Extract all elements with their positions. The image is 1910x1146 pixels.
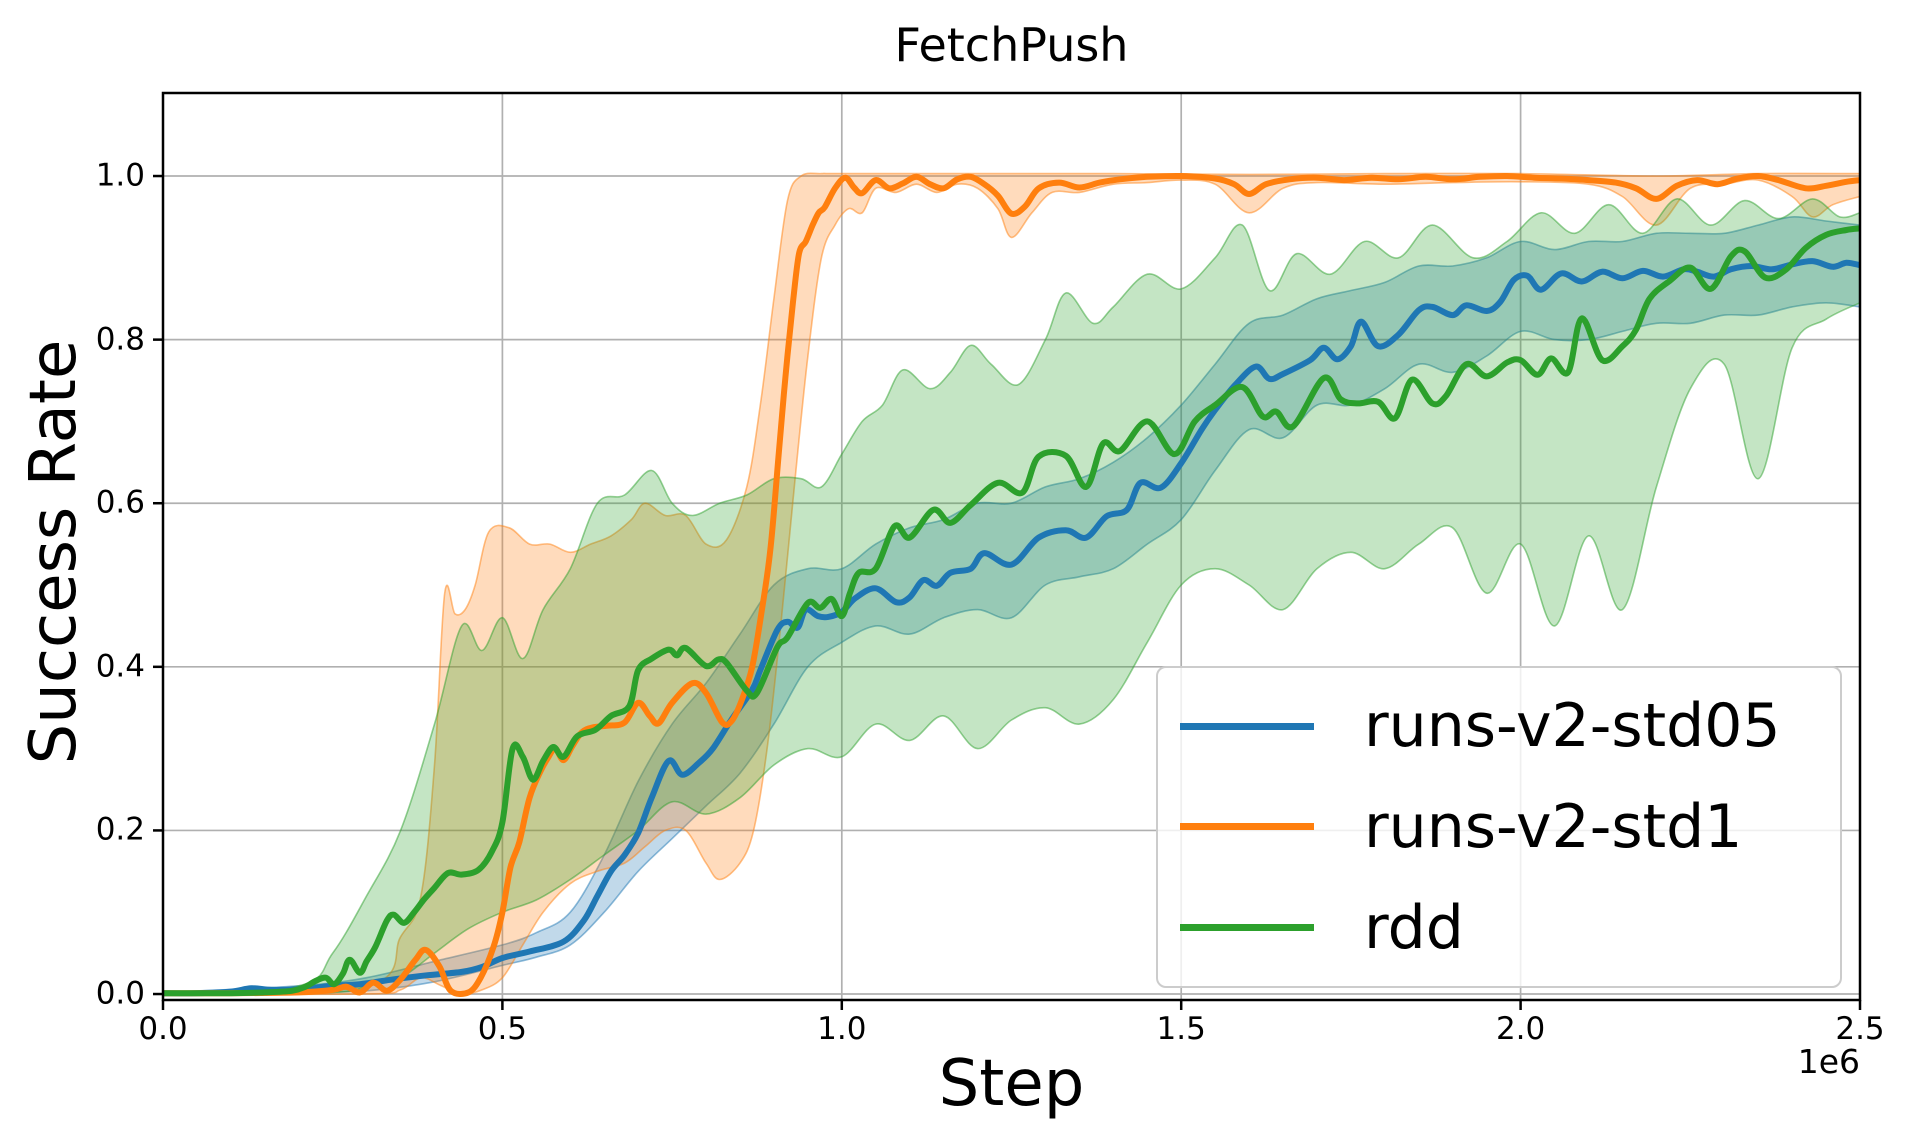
legend: runs-v2-std05 runs-v2-std1 rdd (1156, 666, 1842, 988)
legend-item: runs-v2-std1 (1158, 779, 1840, 875)
y-tick-label: 0.8 (95, 321, 145, 358)
x-tick-label: 2.0 (1495, 1011, 1546, 1047)
x-tick-label: 0.5 (477, 1011, 528, 1047)
series-line-runs-v2-std05 (163, 258, 1860, 997)
y-tick-label: 1.0 (95, 157, 145, 194)
legend-item: rdd (1158, 880, 1840, 976)
x-tick-label: 1.5 (1156, 1011, 1206, 1047)
y-tick-label: 0.6 (95, 484, 145, 521)
y-tick-label: 0.4 (95, 648, 145, 685)
legend-label: runs-v2-std05 (1364, 691, 1781, 762)
legend-line-swatch-icon (1180, 722, 1314, 730)
x-tick-label: 2.5 (1835, 1011, 1885, 1047)
y-tick-label: 0.2 (95, 811, 145, 848)
series-line-rdd (163, 225, 1860, 997)
band-runs-v2-std1 (163, 172, 1860, 996)
x-tick-label: 1.0 (817, 1011, 867, 1047)
y-axis-label: Success Rate (17, 339, 91, 765)
plot-spines (161, 91, 1862, 1002)
y-tick-label: 0.0 (95, 975, 145, 1012)
legend-line-swatch-icon (1180, 924, 1314, 932)
legend-line-swatch-icon (1180, 823, 1314, 831)
series-line-runs-v2-std1 (163, 172, 1860, 998)
x-axis-offset-text: 1e6 (1797, 1042, 1860, 1081)
legend-label: rdd (1364, 892, 1464, 963)
legend-item: runs-v2-std05 (1158, 678, 1840, 774)
x-tick-label: 0.0 (138, 1011, 188, 1047)
chart-title: FetchPush (894, 18, 1129, 72)
band-rdd (163, 198, 1860, 995)
legend-label: runs-v2-std1 (1364, 791, 1743, 862)
x-axis-label: Step (938, 1047, 1085, 1121)
